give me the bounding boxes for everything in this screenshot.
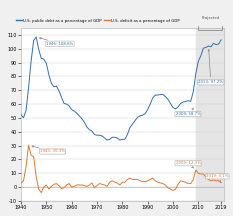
Text: 2009: 12.3%: 2009: 12.3% — [175, 161, 201, 168]
Bar — [196, 28, 229, 201]
Text: 1943: 30.3%: 1943: 30.3% — [32, 146, 65, 154]
Text: 2013: 97.2%: 2013: 97.2% — [198, 50, 223, 84]
Text: 2009: 58.7%: 2009: 58.7% — [175, 108, 200, 116]
Text: 2019: 3.1%: 2019: 3.1% — [206, 174, 228, 182]
Legend: U.S. public debt as a percentage of GDP, U.S. deficit as a percentage of GDP: U.S. public debt as a percentage of GDP,… — [14, 17, 182, 24]
Text: 1946: 108.6%: 1946: 108.6% — [40, 38, 74, 46]
Text: Projected: Projected — [201, 16, 220, 20]
